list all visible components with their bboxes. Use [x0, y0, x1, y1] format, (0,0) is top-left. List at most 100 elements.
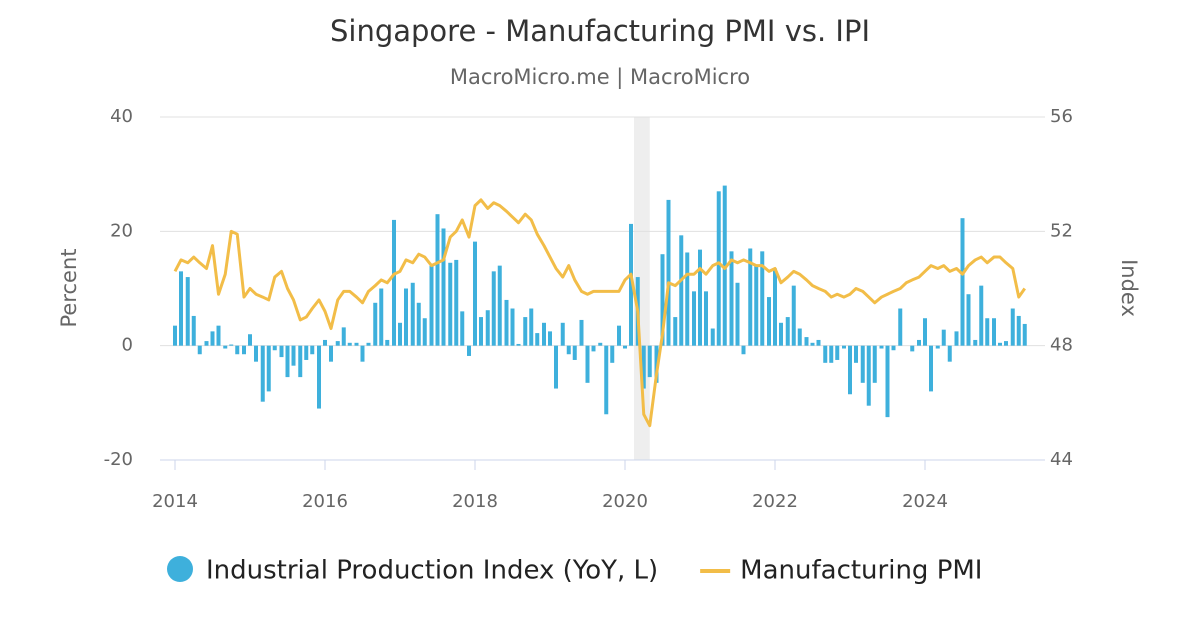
bar [497, 265, 502, 346]
bar [954, 331, 959, 346]
bar [572, 345, 577, 360]
bar [704, 291, 708, 346]
bar [373, 302, 378, 346]
bar [660, 254, 665, 346]
bar [1022, 323, 1027, 346]
bar [785, 317, 790, 346]
legend-label: Manufacturing PMI [740, 556, 982, 586]
bar [491, 271, 496, 346]
bar [647, 345, 652, 378]
x-tick-label: 2022 [752, 491, 798, 512]
bar [773, 268, 777, 346]
bar [579, 319, 584, 346]
bar [966, 294, 971, 346]
bar [842, 345, 846, 349]
bar [760, 251, 765, 346]
bar [998, 342, 1002, 346]
x-tick-label: 2014 [152, 491, 198, 512]
bar [210, 331, 215, 346]
recession-shade [634, 117, 650, 460]
bar [947, 345, 952, 362]
bar [566, 345, 571, 355]
bar [448, 262, 453, 346]
bar [460, 311, 465, 346]
bar [254, 345, 258, 362]
bar [523, 317, 528, 346]
bar [191, 315, 196, 346]
bar [872, 345, 877, 383]
bar [673, 317, 678, 346]
bar [454, 259, 459, 346]
bar [260, 345, 265, 402]
x-tick-label: 2016 [302, 491, 348, 512]
bar [617, 325, 621, 346]
bar [223, 345, 228, 349]
bar [797, 328, 802, 346]
bar [329, 345, 333, 362]
bar [816, 339, 821, 346]
bar [866, 345, 871, 406]
bar [560, 322, 565, 346]
chart-title: Singapore - Manufacturing PMI vs. IPI [330, 14, 870, 48]
bar [422, 318, 427, 346]
bar [585, 345, 590, 383]
bar [979, 285, 984, 346]
y-tick-label: 0 [122, 335, 133, 356]
bar [197, 345, 202, 355]
bar [435, 214, 440, 346]
bar [829, 345, 834, 363]
bar [516, 343, 521, 346]
bar [741, 345, 746, 355]
bar [1004, 341, 1008, 346]
bar [323, 339, 327, 346]
bar [310, 345, 315, 355]
bar [941, 329, 946, 346]
bar [767, 297, 771, 346]
bar [242, 345, 246, 355]
bar [692, 291, 696, 346]
bar [879, 345, 884, 349]
bar [291, 345, 296, 366]
bar [629, 223, 633, 346]
x-tick-label: 2020 [602, 491, 648, 512]
bar [860, 345, 865, 383]
bar [610, 345, 615, 363]
bar [235, 345, 240, 355]
bar [1016, 315, 1021, 346]
bar [285, 345, 290, 378]
bar [279, 345, 284, 358]
bar [467, 345, 471, 356]
bar [985, 318, 990, 346]
bar [392, 219, 396, 346]
bar [548, 331, 552, 346]
bar [366, 342, 371, 346]
bar [823, 345, 828, 363]
bar [848, 345, 852, 395]
y-tick-label: 40 [110, 106, 133, 127]
bar [623, 345, 627, 349]
line [173, 198, 1026, 428]
bar [748, 248, 753, 346]
bar [960, 218, 965, 346]
x-tick-label: 2024 [902, 491, 948, 512]
bar [591, 345, 596, 352]
legend-marker [167, 556, 193, 582]
bar [179, 271, 183, 346]
bar [266, 345, 271, 392]
bar [791, 285, 796, 346]
bar [404, 288, 408, 346]
bar [398, 322, 402, 346]
y2-axis-title: Index [1117, 259, 1141, 317]
bar [479, 317, 483, 346]
bar [779, 322, 783, 346]
bar [317, 345, 321, 409]
bar [429, 265, 434, 346]
bar [441, 228, 446, 346]
bar [272, 345, 277, 351]
bar [885, 345, 890, 418]
bar [335, 341, 340, 346]
bar [929, 345, 933, 392]
bar [554, 345, 558, 389]
bar [810, 342, 815, 346]
